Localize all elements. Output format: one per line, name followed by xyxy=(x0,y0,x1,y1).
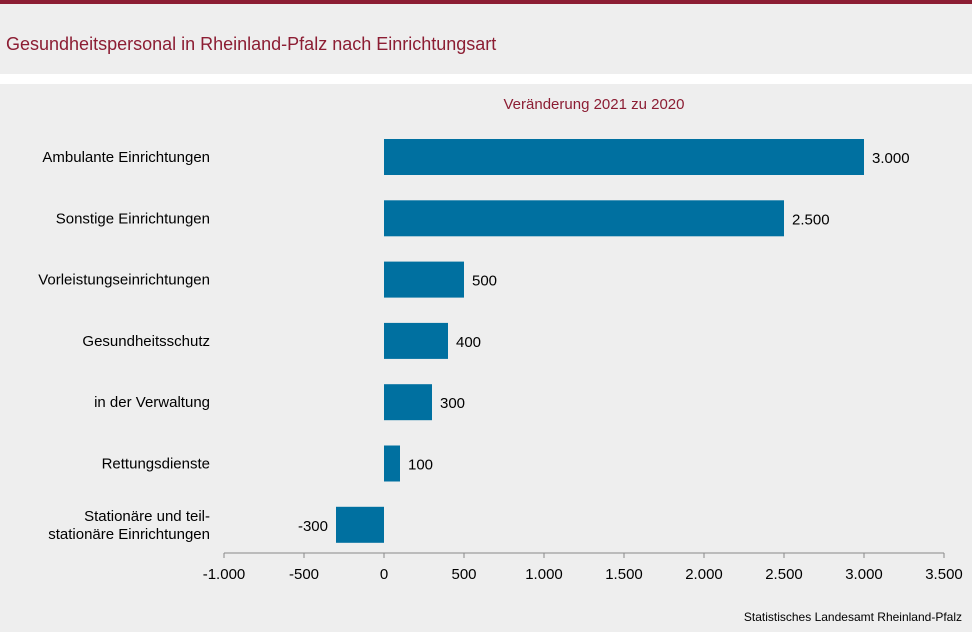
bar xyxy=(336,506,384,543)
category-label: Stationäre und teil-stationäre Einrichtu… xyxy=(48,508,210,543)
x-tick-label: 2.000 xyxy=(685,566,723,583)
x-tick-label: 500 xyxy=(451,566,476,583)
header-divider xyxy=(0,74,972,84)
bar xyxy=(384,445,400,482)
x-tick-label: -500 xyxy=(289,566,319,583)
page-title: Gesundheitspersonal in Rheinland-Pfalz n… xyxy=(6,34,497,54)
category-label: Sonstige Einrichtungen xyxy=(56,210,210,227)
value-label: -300 xyxy=(298,518,328,535)
category-label: Vorleistungseinrichtungen xyxy=(38,272,210,289)
x-tick-label: 0 xyxy=(380,566,388,583)
bar xyxy=(384,139,864,175)
x-tick-label: 3.500 xyxy=(925,566,963,583)
value-label: 400 xyxy=(456,334,481,351)
x-tick-label: -1.000 xyxy=(203,566,246,583)
value-label: 2.500 xyxy=(792,211,830,228)
value-label: 500 xyxy=(472,273,497,290)
category-label: Gesundheitsschutz xyxy=(82,333,210,350)
value-label: 100 xyxy=(408,457,433,474)
top-rule xyxy=(0,0,972,4)
x-tick-label: 1.000 xyxy=(525,566,563,583)
category-label: Rettungsdienste xyxy=(102,456,210,473)
category-label: in der Verwaltung xyxy=(94,394,210,411)
x-tick-label: 2.500 xyxy=(765,566,803,583)
bar xyxy=(384,384,432,421)
x-tick-label: 3.000 xyxy=(845,566,883,583)
bar xyxy=(384,261,464,298)
source-note: Statistisches Landesamt Rheinland-Pfalz xyxy=(743,610,962,624)
x-tick-label: 1.500 xyxy=(605,566,643,583)
value-label: 3.000 xyxy=(872,150,910,167)
chart-subtitle: Veränderung 2021 zu 2020 xyxy=(503,96,685,113)
bar xyxy=(384,200,784,237)
value-label: 300 xyxy=(440,395,465,412)
header: Gesundheitspersonal in Rheinland-Pfalz n… xyxy=(0,4,972,74)
bar xyxy=(384,322,448,359)
category-label: Ambulante Einrichtungen xyxy=(42,149,210,166)
